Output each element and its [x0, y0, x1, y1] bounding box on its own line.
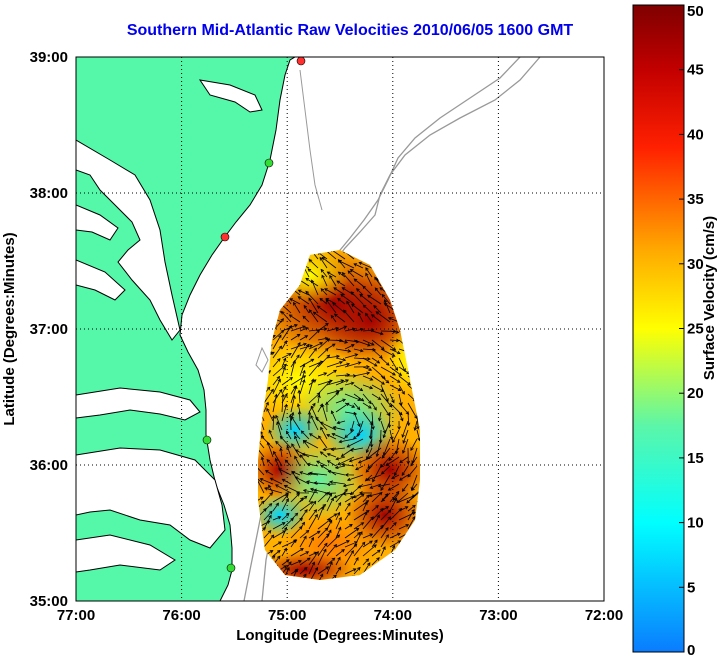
lon-tick-label: 75:00 [268, 607, 306, 624]
station-marker [226, 563, 236, 573]
delaware-bay [198, 79, 263, 113]
colorbar-tick-label: 20 [687, 385, 704, 402]
lon-tick-label: 73:00 [479, 607, 517, 624]
station-marker [202, 435, 212, 445]
lat-tick-label: 38:00 [30, 185, 68, 202]
bathymetry-contour [299, 69, 323, 211]
x-axis-label: Longitude (Degrees:Minutes) [236, 627, 444, 644]
station-marker [264, 158, 274, 168]
albemarle-sound [76, 387, 201, 421]
lon-tick-label: 76:00 [162, 607, 200, 624]
bay-inlet [76, 204, 119, 241]
lon-tick-label: 72:00 [585, 607, 623, 624]
colorbar-tick-label: 25 [687, 321, 704, 338]
y-axis-label: Latitude (Degrees:Minutes) [1, 232, 18, 425]
colorbar-tick-label: 5 [687, 579, 695, 596]
grid-lines [76, 57, 604, 601]
chesapeake-bay [76, 139, 181, 341]
colorbar-tick-label: 40 [687, 126, 704, 143]
station-marker [220, 232, 230, 242]
colorbar [632, 4, 685, 653]
bathymetry-contour [255, 346, 269, 373]
lat-tick-label: 36:00 [30, 457, 68, 474]
colorbar-tick-label: 15 [687, 450, 704, 467]
colorbar-label: Surface Velocity (cm/s) [701, 216, 718, 380]
lat-tick-label: 37:00 [30, 321, 68, 338]
colorbar-tick-label: 0 [687, 642, 695, 659]
colorbar-tick-label: 30 [687, 256, 704, 273]
colorbar-tick-label: 35 [687, 191, 704, 208]
map-title: Southern Mid-Atlantic Raw Velocities 201… [126, 22, 574, 39]
lat-tick-label: 35:00 [30, 593, 68, 610]
colorbar-tick-label: 10 [687, 515, 704, 532]
lat-tick-label: 39:00 [30, 49, 68, 66]
bay-inlet [76, 259, 126, 301]
colorbar-tick-label: 50 [687, 3, 704, 20]
lon-tick-label: 77:00 [57, 607, 95, 624]
station-marker [296, 57, 306, 66]
colorbar-tick-label: 45 [687, 62, 704, 79]
lon-tick-label: 74:00 [374, 607, 412, 624]
pamlico-sound [76, 447, 226, 549]
plot-frame [75, 56, 605, 602]
sound-inlet [76, 534, 176, 573]
